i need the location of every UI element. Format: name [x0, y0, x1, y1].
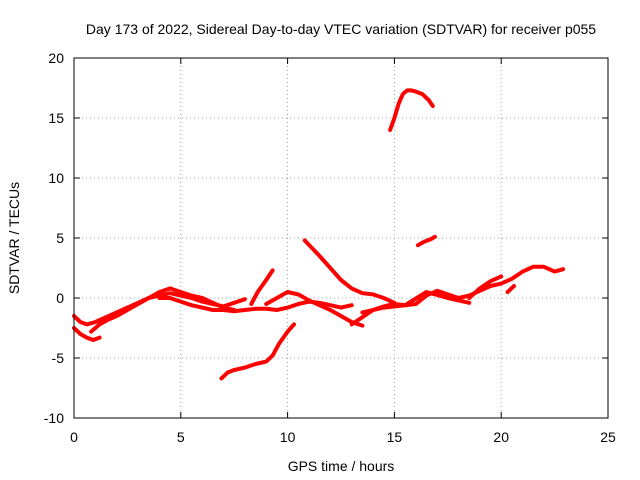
series-arc-13 [388, 88, 435, 132]
series-arc-7 [219, 322, 296, 381]
data-series [72, 88, 566, 381]
y-tick-label: 5 [56, 230, 64, 246]
x-tick-label: 0 [70, 429, 78, 445]
chart-title: Day 173 of 2022, Sidereal Day-to-day VTE… [86, 21, 596, 37]
series-arc-6 [264, 290, 365, 328]
y-axis-label: SDTVAR / TECUs [6, 182, 22, 294]
x-tick-label: 5 [177, 429, 185, 445]
series-arc-2 [72, 326, 102, 342]
y-tick-label: 15 [48, 110, 64, 126]
y-tick-label: 0 [56, 290, 64, 306]
series-arc-9 [349, 264, 566, 327]
y-tick-label: -5 [52, 350, 65, 366]
x-tick-label: 25 [600, 429, 616, 445]
series-arc-3 [89, 286, 237, 334]
x-tick-label: 15 [387, 429, 403, 445]
series-arc-5 [249, 268, 275, 306]
y-tick-label: 10 [48, 170, 64, 186]
series-arc-4 [157, 296, 354, 314]
axis-ticks: 0 5 10 15 20 25 -10 -5 0 5 10 15 20 [44, 50, 616, 445]
y-tick-label: -10 [44, 410, 64, 426]
series-arc-14 [415, 234, 437, 248]
x-tick-label: 10 [280, 429, 296, 445]
series-arc-8 [302, 238, 397, 305]
grid-lines [74, 58, 608, 418]
series-arc-12 [505, 284, 516, 294]
x-tick-label: 20 [493, 429, 509, 445]
series-arc-11 [467, 274, 504, 300]
y-tick-label: 20 [48, 50, 64, 66]
x-axis-label: GPS time / hours [288, 458, 395, 474]
series-arc-10 [360, 290, 472, 315]
